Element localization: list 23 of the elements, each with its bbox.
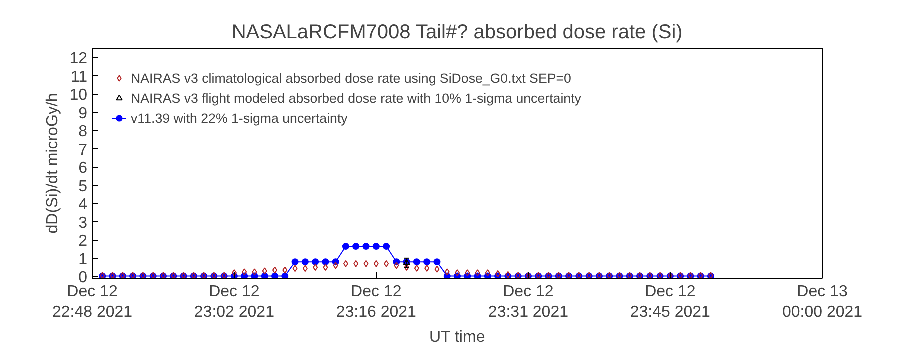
y-tick-label: 5 — [78, 178, 88, 196]
y-tick-label: 4 — [78, 196, 88, 214]
legend-label: NAIRAS v3 climatological absorbed dose rate using SiDose_G0.txt SEP=0 — [131, 70, 572, 86]
y-tick-label: 11 — [70, 68, 88, 86]
x-tick-label: Dec 12 23:45 2021 — [630, 284, 711, 321]
chart-title: NASALaRCFM7008 Tail#? absorbed dose rate (Si) — [232, 22, 683, 44]
x-axis-title: UT time — [430, 328, 486, 346]
y-tick-label: 12 — [70, 50, 88, 68]
y-axis-title: dD(Si)/dt microGy/h — [44, 93, 62, 234]
x-tick-label: Dec 12 23:16 2021 — [336, 284, 417, 321]
x-tick-label: Dec 12 23:31 2021 — [488, 284, 569, 321]
x-tick-label: Dec 12 23:02 2021 — [194, 284, 275, 321]
y-tick-label: 10 — [70, 87, 88, 104]
y-tick-label: 8 — [78, 124, 88, 141]
y-tick-label: 1 — [78, 251, 88, 268]
x-tick-label: Dec 13 00:00 2021 — [782, 284, 863, 321]
y-tick-label: 3 — [78, 214, 88, 232]
y-tick-label: 6 — [78, 160, 88, 178]
legend-label: v11.39 with 22% 1-sigma uncertainty — [131, 110, 348, 126]
legend-label: NAIRAS v3 flight modeled absorbed dose rate with 10% 1-sigma uncertainty — [131, 90, 582, 106]
y-tick-label: 2 — [78, 233, 88, 250]
y-tick-label: 9 — [78, 105, 88, 122]
y-tick-label: 7 — [78, 142, 88, 159]
